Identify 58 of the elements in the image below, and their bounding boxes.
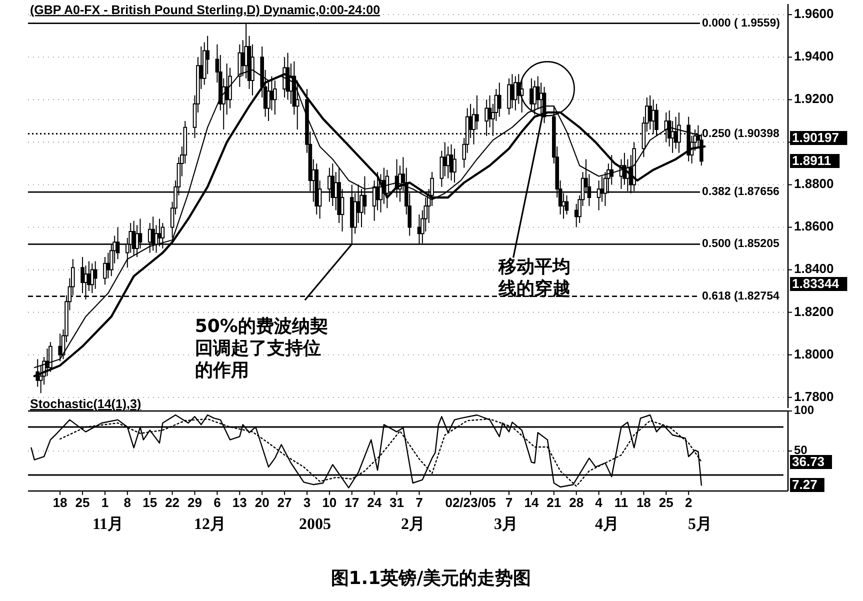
- annotation: 50%的费波纳契回调起了支持位的作用: [194, 316, 328, 382]
- annotation: 移动平均线的穿越: [497, 256, 570, 300]
- x-tick-label: 13: [232, 495, 247, 510]
- x-tick-label: 27: [277, 495, 292, 510]
- x-tick-label: 4: [595, 495, 604, 510]
- x-tick-label: 31: [390, 495, 404, 510]
- text: 2005: [299, 516, 331, 533]
- ref-line-label: 0.382 (1.87656: [702, 186, 780, 198]
- text: 1.8911: [792, 152, 832, 168]
- ref-line-label: 0.000 ( 1.9559): [702, 17, 780, 30]
- ref-line-label: 0.500 (1.85205: [702, 238, 780, 250]
- text: 11月: [92, 516, 124, 533]
- ref-line-label: 0.618 (1.82754: [702, 290, 780, 302]
- x-tick-label: 25: [75, 495, 90, 510]
- y-tick-label: 1.8800: [794, 176, 834, 192]
- y-tick-label: 1.8200: [794, 304, 834, 319]
- x-tick-label: 20: [254, 495, 270, 510]
- x-tick-label: 8: [124, 495, 132, 510]
- x-tick-label: 10: [322, 495, 337, 510]
- x-tick-label: 7: [505, 495, 513, 510]
- text: 2月: [401, 516, 425, 533]
- ref-line-label: 0.250 (1.90398: [702, 128, 780, 140]
- y-tick-label: 1.9200: [794, 91, 834, 106]
- text: 3月: [494, 516, 518, 533]
- x-tick-label: 15: [142, 495, 158, 510]
- x-tick-label: 7: [416, 495, 423, 510]
- y-tick-label: 1.7800: [794, 388, 834, 404]
- y-tick-label: 1.9400: [794, 48, 834, 64]
- chart-title: Stochastic(14(1),3): [30, 397, 142, 411]
- x-tick-label: 02/23/05: [445, 495, 496, 510]
- text: 1.83344: [792, 276, 840, 291]
- text: 12月: [194, 516, 226, 533]
- y-tick-label: 1.8600: [794, 218, 834, 234]
- x-tick-label: 28: [569, 495, 584, 510]
- x-tick-label: 29: [188, 495, 202, 510]
- y-tick-label: 1.8400: [794, 261, 834, 276]
- x-tick-label: 1: [101, 495, 109, 510]
- x-tick-label: 18: [636, 495, 651, 510]
- text: 5月: [688, 516, 712, 533]
- caption: 图1.1英镑/美元的走势图: [330, 568, 532, 589]
- x-tick-label: 25: [658, 495, 674, 510]
- text: 4月: [595, 516, 619, 533]
- y-tick-label: 1.8000: [794, 346, 834, 362]
- text: 7.27: [792, 476, 818, 492]
- x-tick-label: 11: [614, 495, 628, 510]
- x-tick-label: 18: [52, 495, 68, 510]
- x-tick-label: 3: [303, 495, 311, 510]
- x-tick-label: 6: [214, 495, 221, 510]
- text: 1.90197: [792, 130, 839, 145]
- y-tick-label: 100: [794, 403, 814, 418]
- x-tick-label: 21: [546, 495, 562, 510]
- x-tick-label: 2: [684, 495, 692, 510]
- chart-title: (GBP A0-FX - British Pound Sterling,D) Dynamic,0:00-24:00: [30, 3, 380, 17]
- x-tick-label: 14: [524, 495, 540, 510]
- x-tick-label: 17: [344, 495, 360, 510]
- y-tick-label: 1.9600: [794, 6, 834, 22]
- x-tick-label: 24: [367, 495, 382, 510]
- x-tick-label: 22: [165, 495, 180, 510]
